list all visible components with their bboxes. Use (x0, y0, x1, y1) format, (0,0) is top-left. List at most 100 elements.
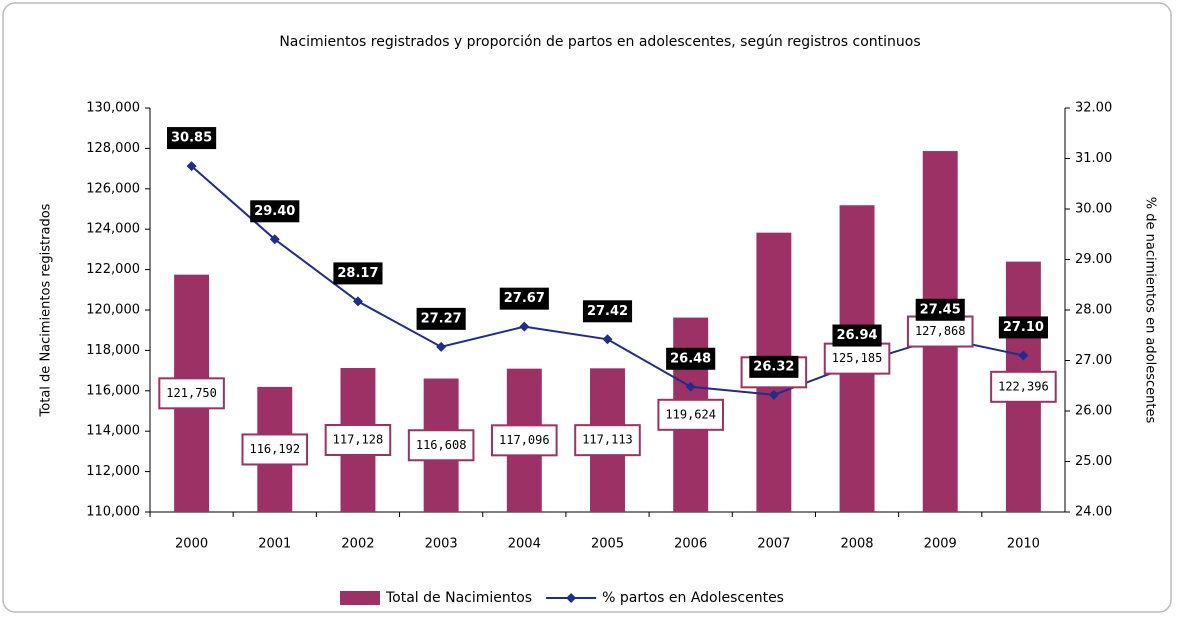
x-tick-label: 2003 (425, 537, 458, 552)
data-label-box (499, 287, 549, 310)
line-marker (436, 341, 447, 352)
data-label-box (915, 298, 965, 321)
data-label-box (657, 398, 724, 431)
x-tick-label: 2001 (258, 537, 291, 552)
x-tick-label: 2009 (924, 537, 957, 552)
data-label: 28.17 (337, 266, 378, 281)
x-tick-label: 2010 (1007, 537, 1040, 552)
y2-tick-label: 29.00 (1075, 252, 1112, 267)
data-label: 117,128 (333, 433, 384, 447)
data-label: 116,192 (249, 442, 300, 456)
data-label: 29.40 (254, 204, 295, 219)
data-label: 26.48 (670, 351, 711, 366)
data-label: 27.27 (416, 307, 466, 330)
data-label: 116,192 (241, 433, 309, 466)
data-label-box (998, 316, 1048, 339)
data-label: 122,396 (990, 370, 1057, 403)
y2-tick-label: 31.00 (1075, 151, 1112, 166)
data-label-box (324, 424, 392, 457)
data-label: 27.10 (998, 316, 1048, 339)
data-label-box (749, 355, 799, 378)
data-label-box (666, 347, 716, 370)
data-label-box (832, 324, 882, 347)
data-label: 26.94 (832, 324, 882, 347)
data-label-box (407, 429, 475, 462)
data-label: 119,624 (657, 398, 724, 431)
y-tick-label: 130,000 (86, 101, 140, 116)
data-label: 27.45 (915, 298, 965, 321)
data-label-box (416, 307, 466, 330)
data-label: 116,608 (416, 438, 467, 452)
data-label: 121,750 (166, 386, 217, 400)
y-tick-label: 126,000 (86, 181, 140, 196)
y2-tick-label: 28.00 (1075, 303, 1112, 318)
legend-swatch (340, 591, 380, 605)
y2-axis-title: % de nacimientos en adolescentes (1143, 197, 1158, 424)
x-tick-label: 2005 (591, 537, 624, 552)
data-label: 117,096 (491, 424, 558, 457)
y-tick-label: 120,000 (86, 303, 140, 318)
data-label: 27.67 (504, 291, 545, 306)
y-tick-label: 116,000 (86, 383, 140, 398)
data-label-box (167, 127, 217, 150)
data-label-box (241, 433, 309, 466)
data-label: 28.17 (333, 262, 383, 285)
line-marker (352, 296, 363, 307)
data-label: 27.67 (499, 287, 549, 310)
y2-tick-label: 24.00 (1075, 505, 1112, 520)
y-tick-label: 114,000 (86, 424, 140, 439)
data-label: 26.48 (666, 347, 716, 370)
data-label-box (250, 200, 300, 223)
data-label: 125,185 (832, 351, 883, 365)
y2-tick-label: 30.00 (1075, 202, 1112, 217)
data-label: 29.40 (250, 200, 300, 223)
line-marker (269, 234, 280, 245)
y-tick-label: 124,000 (86, 222, 140, 237)
y-tick-label: 128,000 (86, 141, 140, 156)
y-tick-label: 118,000 (86, 343, 140, 358)
y2-tick-label: 32.00 (1075, 101, 1112, 116)
data-label: 26.94 (836, 328, 877, 343)
y2-tick-label: 27.00 (1075, 353, 1112, 368)
legend-label: Total de Nacimientos (385, 590, 532, 606)
data-label-box (491, 424, 558, 457)
line-marker (1018, 350, 1029, 361)
data-label: 125,185 (823, 342, 891, 375)
y-tick-label: 112,000 (86, 464, 140, 479)
data-label-box (574, 424, 641, 457)
data-label-box (990, 370, 1057, 403)
x-tick-label: 2007 (757, 537, 790, 552)
y2-tick-label: 26.00 (1075, 404, 1112, 419)
x-tick-label: 2000 (175, 537, 208, 552)
data-label: 26.32 (749, 355, 799, 378)
data-label: 121,750 (158, 377, 225, 410)
legend-swatch (566, 593, 577, 603)
line-marker (519, 321, 530, 332)
data-label: 26.32 (753, 359, 794, 374)
data-label: 122,396 (998, 379, 1049, 393)
legend-label: % partos en Adolescentes (602, 590, 784, 606)
data-label-box (582, 300, 633, 323)
x-tick-label: 2004 (508, 537, 541, 552)
data-label: 117,096 (499, 433, 550, 447)
data-label: 27.10 (1003, 320, 1044, 335)
data-label-box (333, 262, 383, 285)
data-label: 127,868 (906, 315, 974, 348)
y-tick-label: 122,000 (86, 262, 140, 277)
data-label: 27.27 (421, 311, 462, 326)
chart-title: Nacimientos registrados y proporción de … (279, 34, 920, 50)
data-label: 117,128 (324, 424, 392, 457)
data-label: 27.45 (920, 302, 961, 317)
data-label-box (158, 377, 225, 410)
line-marker (768, 389, 779, 400)
data-label: 27.42 (587, 304, 628, 319)
y2-tick-label: 25.00 (1075, 454, 1112, 469)
y-axis-title: Total de Nacimientos registrados (39, 203, 54, 417)
data-label: 117,113 (574, 424, 641, 457)
data-label: 30.85 (171, 131, 212, 146)
line-marker (602, 334, 613, 345)
y-tick-label: 110,000 (86, 505, 140, 520)
data-label: 117,113 (582, 433, 633, 447)
data-label: 27.42 (582, 300, 633, 323)
